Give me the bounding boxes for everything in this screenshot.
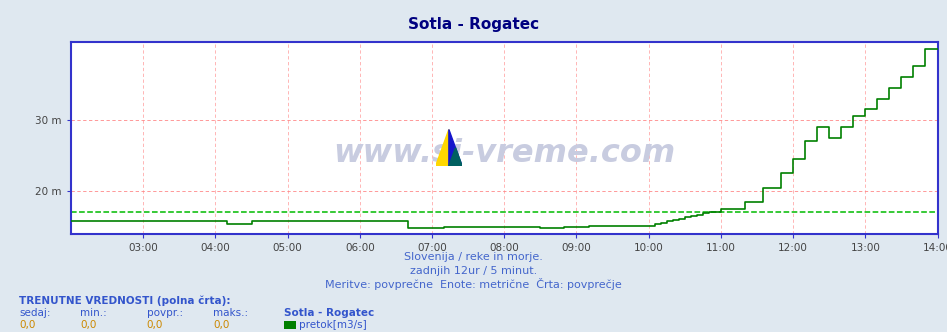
Text: Meritve: povprečne  Enote: metrične  Črta: povprečje: Meritve: povprečne Enote: metrične Črta:…	[325, 278, 622, 290]
Polygon shape	[449, 148, 462, 166]
Text: povpr.:: povpr.:	[147, 308, 183, 318]
Text: 0,0: 0,0	[147, 320, 163, 330]
Text: 0,0: 0,0	[19, 320, 35, 330]
Text: sedaj:: sedaj:	[19, 308, 50, 318]
Text: TRENUTNE VREDNOSTI (polna črta):: TRENUTNE VREDNOSTI (polna črta):	[19, 295, 230, 306]
Text: 0,0: 0,0	[80, 320, 97, 330]
Text: Sotla - Rogatec: Sotla - Rogatec	[284, 308, 374, 318]
Text: min.:: min.:	[80, 308, 107, 318]
Text: www.si-vreme.com: www.si-vreme.com	[333, 138, 675, 169]
Text: maks.:: maks.:	[213, 308, 248, 318]
Polygon shape	[436, 129, 449, 166]
Text: Slovenija / reke in morje.: Slovenija / reke in morje.	[404, 252, 543, 262]
Polygon shape	[449, 129, 462, 166]
Text: Sotla - Rogatec: Sotla - Rogatec	[408, 17, 539, 33]
Text: zadnjih 12ur / 5 minut.: zadnjih 12ur / 5 minut.	[410, 266, 537, 276]
Text: 0,0: 0,0	[213, 320, 229, 330]
Text: pretok[m3/s]: pretok[m3/s]	[299, 320, 367, 330]
